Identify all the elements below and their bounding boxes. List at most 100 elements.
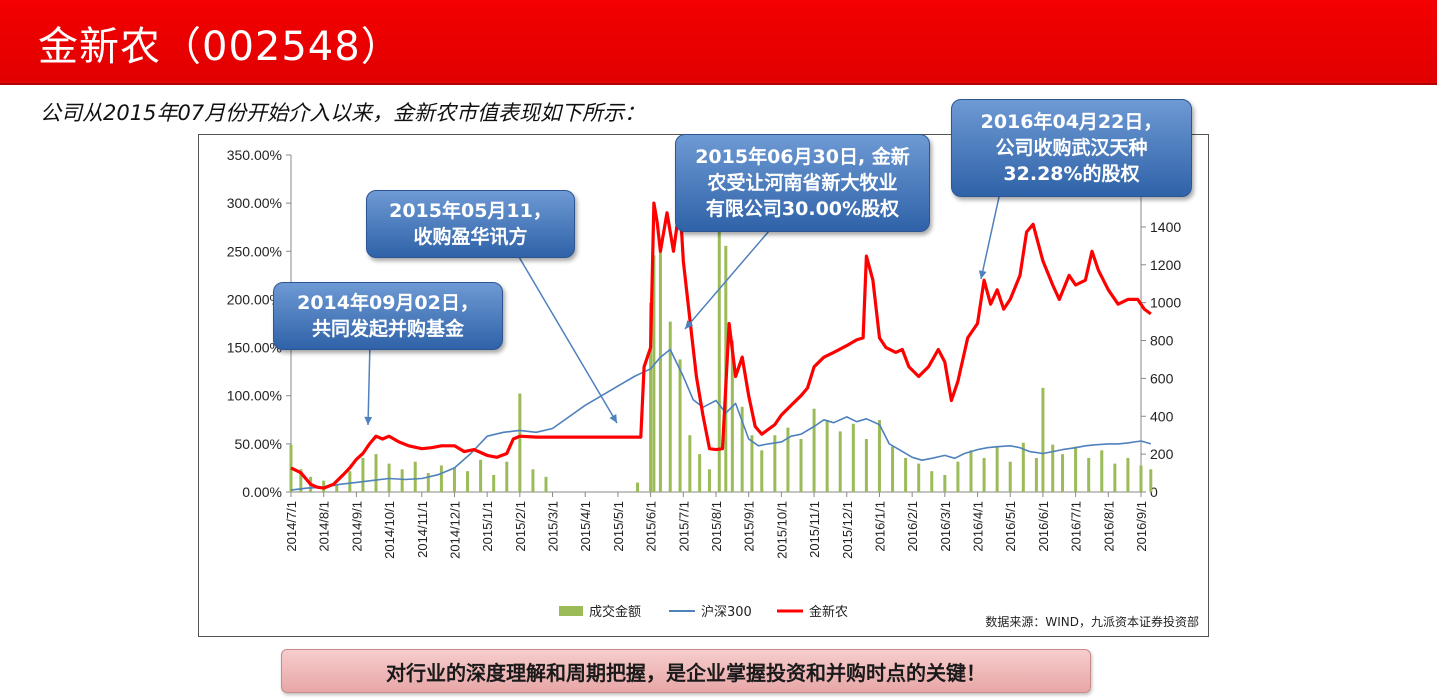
- y-right-tick-label: 400: [1150, 408, 1174, 424]
- pointer-yinghua: [518, 256, 618, 424]
- volume-bar: [904, 457, 908, 492]
- hs300-line: [290, 348, 1152, 491]
- x-tick-label: 2016/5/1: [1003, 501, 1018, 552]
- y-right-tick-label: 0: [1150, 484, 1158, 500]
- source-note: 数据来源：WIND，九派资本证券投资部: [985, 614, 1199, 629]
- volume-bar: [956, 461, 960, 492]
- x-tick-label: 2016/4/1: [971, 501, 986, 552]
- volume-bar: [492, 474, 496, 492]
- volume-bar: [348, 471, 352, 492]
- x-tick-label: 2014/10/1: [382, 501, 397, 559]
- volume-bar: [851, 423, 855, 492]
- pointer-wuhan-arrowhead: [978, 270, 987, 279]
- x-tick-label: 2014/12/1: [447, 501, 462, 559]
- callout-wuhan-tianzhong: 2016年04月22日， 公司收购武汉天种 32.28%的股权: [951, 99, 1192, 197]
- volume-bar: [760, 450, 764, 492]
- volume-bar: [668, 321, 672, 492]
- y-right-tick-label: 800: [1150, 333, 1174, 349]
- pointer-xinda-arrowhead: [685, 320, 694, 329]
- volume-bar: [877, 420, 881, 492]
- y-right-tick-label: 600: [1150, 370, 1174, 386]
- volume-bar: [322, 480, 326, 492]
- x-tick-label: 2016/7/1: [1069, 501, 1084, 552]
- x-tick-label: 2015/2/1: [513, 501, 528, 552]
- x-tick-label: 2016/2/1: [905, 501, 920, 552]
- volume-bar: [413, 461, 417, 492]
- volume-bar: [1041, 387, 1045, 492]
- volume-bar: [1074, 446, 1078, 492]
- x-tick-label: 2014/8/1: [317, 501, 332, 552]
- pointer-wuhan: [980, 196, 1000, 280]
- volume-bar: [1021, 442, 1025, 492]
- x-tick-label: 2015/12/1: [840, 501, 855, 559]
- pointer-xinda: [684, 230, 770, 330]
- x-tick-label: 2016/6/1: [1036, 501, 1051, 552]
- volume-bar: [1034, 457, 1038, 492]
- volume-bar: [658, 245, 662, 492]
- volume-bar: [717, 226, 721, 492]
- legend-label-volume: 成交金额: [589, 604, 641, 620]
- pointer-yinghua-arrowhead: [609, 414, 617, 423]
- volume-bar: [969, 450, 973, 492]
- volume-bar: [1126, 457, 1130, 492]
- volume-bar: [652, 255, 656, 492]
- volume-bar: [786, 427, 790, 492]
- y-right-tick-label: 1200: [1150, 257, 1181, 273]
- x-tick-label: 2016/8/1: [1101, 501, 1116, 552]
- volume-bar: [505, 461, 509, 492]
- subtitle: 公司从2015年07月份开始介入以来，金新农市值表现如下所示：: [40, 101, 646, 125]
- volume-bar: [730, 340, 734, 492]
- volume-bar: [799, 438, 803, 492]
- volume-bar: [917, 463, 921, 492]
- volume-bar: [943, 474, 947, 492]
- volume-bar: [400, 469, 404, 492]
- x-tick-label: 2015/7/1: [676, 501, 691, 552]
- y-right-tick-label: 1400: [1150, 219, 1181, 235]
- volume-bar: [439, 465, 443, 492]
- volume-bar: [1149, 469, 1153, 492]
- volume-bar: [1139, 465, 1143, 492]
- volume-bar: [1087, 457, 1091, 492]
- y-left-tick-label: 200.00%: [227, 291, 282, 307]
- volume-bar: [299, 469, 303, 492]
- volume-bar: [636, 482, 640, 492]
- volume-bar: [361, 457, 365, 492]
- legend-label-jxn: 金新农: [809, 604, 848, 620]
- x-tick-label: 2015/11/1: [807, 501, 822, 558]
- x-tick-label: 2015/10/1: [774, 501, 789, 559]
- volume-bar: [678, 359, 682, 492]
- callout-merger-fund: 2014年09月02日， 共同发起并购基金: [273, 282, 503, 350]
- y-left-tick-label: 150.00%: [227, 340, 282, 356]
- y-left-tick-label: 300.00%: [227, 195, 282, 211]
- volume-bar: [838, 431, 842, 492]
- jinxinnong-line: [290, 201, 1152, 490]
- callout-yinghua: 2015年05月11， 收购盈华讯方: [366, 190, 575, 258]
- x-tick-label: 2015/5/1: [611, 501, 626, 552]
- volume-bar: [1113, 463, 1117, 492]
- legend-swatch-volume: [559, 606, 583, 616]
- page-title: 金新农（002548）: [38, 24, 402, 70]
- x-tick-label: 2015/9/1: [742, 501, 757, 552]
- x-tick-label: 2016/3/1: [938, 501, 953, 552]
- x-tick-label: 2015/8/1: [709, 501, 724, 552]
- y-left-tick-label: 100.00%: [227, 388, 282, 404]
- volume-bar: [1051, 444, 1055, 492]
- volume-bar: [812, 408, 816, 492]
- volume-bar: [374, 454, 378, 492]
- callout-xinda: 2015年06月30日, 金新 农受让河南省新大牧业 有限公司30.00%股权: [675, 134, 930, 232]
- pointer-merger-fund-arrowhead: [364, 416, 373, 425]
- volume-bar: [707, 469, 711, 492]
- volume-bar: [698, 454, 702, 492]
- volume-bar: [518, 393, 522, 492]
- volume-bar: [864, 438, 868, 492]
- volume-bar: [1008, 461, 1012, 492]
- x-tick-label: 2016/9/1: [1134, 501, 1149, 552]
- volume-bar: [740, 406, 744, 492]
- x-tick-label: 2014/11/1: [415, 501, 430, 558]
- key-message-banner: 对行业的深度理解和周期把握，是企业掌握投资和并购时点的关键！: [281, 649, 1091, 693]
- legend-label-hs300: 沪深300: [701, 604, 752, 620]
- volume-bar: [649, 302, 653, 492]
- x-tick-label: 2016/1/1: [872, 501, 887, 552]
- volume-bar: [688, 435, 692, 492]
- x-tick-label: 2015/4/1: [578, 501, 593, 552]
